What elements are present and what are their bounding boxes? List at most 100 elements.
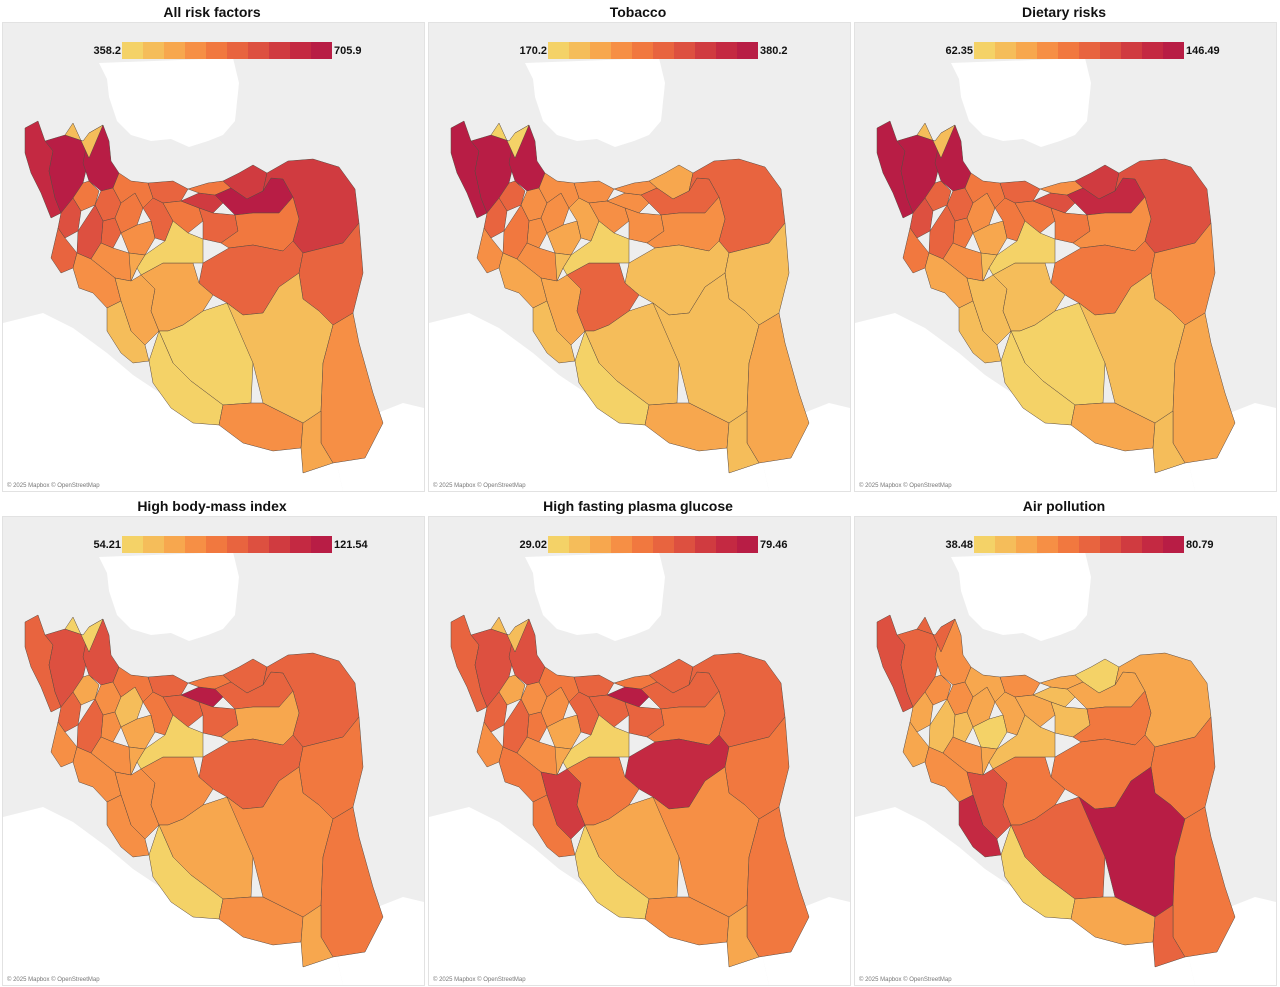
legend-swatch [311,42,332,59]
legend-max-value: 380.2 [760,45,788,57]
water-body [525,552,665,641]
province-region[interactable] [980,252,998,282]
choropleth-map[interactable] [3,517,424,985]
province-region[interactable] [320,312,384,464]
legend-swatch [590,42,611,59]
map-attribution[interactable]: © 2025 Mapbox © OpenStreetMap [859,483,952,489]
legend-max-value: 146.49 [1186,45,1220,57]
legend-swatch [611,536,632,553]
legend-swatch [974,42,995,59]
panel-title: Dietary risks [1021,4,1107,20]
map-attribution[interactable]: © 2025 Mapbox © OpenStreetMap [859,977,952,983]
choropleth-map[interactable] [429,517,850,985]
legend-swatch [569,42,590,59]
water-body [1185,897,1276,985]
legend-swatch [206,42,227,59]
legend-swatch [1079,42,1100,59]
panel-title: All risk factors [163,4,261,20]
water-body [1185,403,1276,491]
province-region[interactable] [1152,904,1186,968]
legend-swatch [290,42,311,59]
province-region[interactable] [746,312,810,464]
color-legend: 29.02 79.46 [429,536,850,556]
province-region[interactable] [136,714,204,770]
map-panel: High body-mass index 54.21 121.54 © 2025… [0,494,425,986]
choropleth-map[interactable] [429,23,850,491]
map-attribution[interactable]: © 2025 Mapbox © OpenStreetMap [7,483,100,489]
legend-max-value: 121.54 [334,539,368,551]
legend-swatch [227,42,248,59]
province-layer [450,120,810,474]
province-region[interactable] [746,806,810,958]
legend-swatch [995,536,1016,553]
water-body [333,403,424,491]
province-region[interactable] [1152,410,1186,474]
choropleth-map[interactable] [855,517,1276,985]
legend-swatch [269,536,290,553]
map-frame[interactable]: 38.48 80.79 © 2025 Mapbox © OpenStreetMa… [854,516,1277,986]
legend-swatch [632,42,653,59]
province-region[interactable] [1172,312,1236,464]
water-body [99,552,239,641]
legend-color-bar [548,42,758,59]
water-body [99,58,239,147]
legend-swatch [548,536,569,553]
province-region[interactable] [726,904,760,968]
province-region[interactable] [916,122,956,159]
legend-swatch [185,42,206,59]
province-region[interactable] [128,252,146,282]
map-frame[interactable]: 170.2 380.2 © 2025 Mapbox © OpenStreetMa… [428,22,851,492]
province-region[interactable] [988,714,1056,770]
legend-swatch [716,42,737,59]
legend-swatch [269,42,290,59]
province-region[interactable] [562,714,630,770]
choropleth-map[interactable] [3,23,424,491]
legend-swatch [122,42,143,59]
map-frame[interactable]: 358.2 705.9 © 2025 Mapbox © OpenStreetMa… [2,22,425,492]
legend-min-value: 29.02 [519,539,547,551]
province-region[interactable] [300,410,334,474]
legend-swatch [1079,536,1100,553]
legend-swatch [1121,536,1142,553]
legend-swatch [1100,536,1121,553]
map-attribution[interactable]: © 2025 Mapbox © OpenStreetMap [433,483,526,489]
province-region[interactable] [1172,806,1236,958]
map-panel: High fasting plasma glucose 29.02 79.46 … [426,494,851,986]
legend-max-value: 79.46 [760,539,788,551]
province-region[interactable] [64,122,104,159]
province-region[interactable] [980,746,998,776]
legend-swatch [611,42,632,59]
legend-swatch [674,536,695,553]
province-region[interactable] [300,904,334,968]
legend-swatch [548,42,569,59]
legend-swatch [1121,42,1142,59]
province-region[interactable] [64,616,104,653]
province-region[interactable] [490,616,530,653]
province-layer [876,120,1236,474]
province-region[interactable] [916,616,956,653]
map-frame[interactable]: 54.21 121.54 © 2025 Mapbox © OpenStreetM… [2,516,425,986]
panel-title: Tobacco [609,4,667,20]
province-region[interactable] [562,220,630,276]
province-region[interactable] [136,220,204,276]
choropleth-map[interactable] [855,23,1276,491]
map-attribution[interactable]: © 2025 Mapbox © OpenStreetMap [433,977,526,983]
province-region[interactable] [320,806,384,958]
province-region[interactable] [554,252,572,282]
legend-min-value: 170.2 [519,45,547,57]
province-region[interactable] [554,746,572,776]
legend-swatch [1058,536,1079,553]
map-frame[interactable]: 29.02 79.46 © 2025 Mapbox © OpenStreetMa… [428,516,851,986]
color-legend: 54.21 121.54 [3,536,424,556]
map-attribution[interactable]: © 2025 Mapbox © OpenStreetMap [7,977,100,983]
legend-color-bar [122,42,332,59]
province-region[interactable] [988,220,1056,276]
map-frame[interactable]: 62.35 146.49 © 2025 Mapbox © OpenStreetM… [854,22,1277,492]
province-region[interactable] [128,746,146,776]
province-region[interactable] [726,410,760,474]
legend-swatch [1142,42,1163,59]
legend-swatch [737,42,758,59]
legend-swatch [1037,42,1058,59]
legend-swatch [1037,536,1058,553]
province-region[interactable] [490,122,530,159]
